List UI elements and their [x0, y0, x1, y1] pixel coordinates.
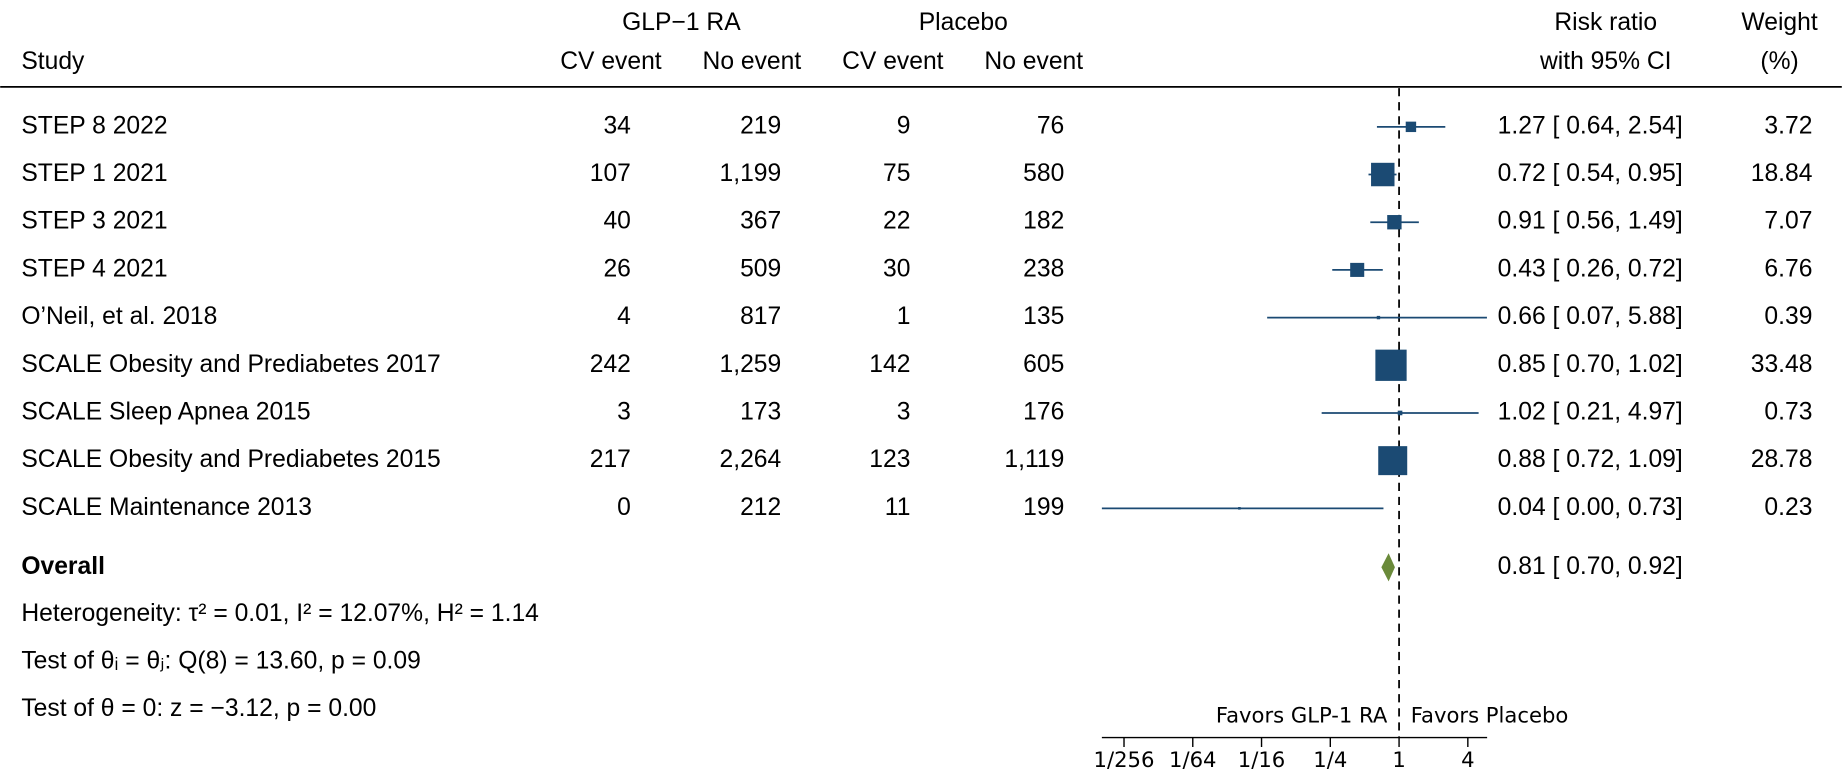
count-cell: 199: [1023, 494, 1064, 521]
column-header: (%): [1760, 48, 1798, 75]
effect-label: 0.66 [ 0.07, 5.88]: [1498, 303, 1683, 330]
effect-marker: [1405, 121, 1417, 133]
count-cell: 1: [897, 303, 911, 330]
effect-marker: [1375, 349, 1407, 381]
x-tick-label: 4: [1461, 747, 1474, 772]
group-header: GLP−1 RA: [622, 9, 741, 36]
favors-label: Favors Placebo: [1411, 702, 1569, 727]
count-cell: 30: [883, 255, 910, 282]
x-tick-label: 1/256: [1094, 747, 1155, 772]
column-header: CV event: [842, 48, 944, 75]
weight-label: 0.23: [1764, 494, 1812, 521]
note: Test of θᵢ = θⱼ: Q(8) = 13.60, p = 0.09: [21, 647, 421, 674]
effect-marker: [1387, 215, 1402, 230]
effect-label: 1.27 [ 0.64, 2.54]: [1498, 112, 1683, 139]
note: Test of θ = 0: z = −3.12, p = 0.00: [21, 695, 376, 722]
effect-label: 0.85 [ 0.70, 1.02]: [1498, 351, 1683, 378]
favors-label: Favors GLP-1 RA: [1216, 702, 1388, 727]
overall-effect-label: 0.81 [ 0.70, 0.92]: [1498, 553, 1683, 580]
study-name: STEP 8 2022: [21, 112, 167, 139]
count-cell: 242: [590, 351, 631, 378]
study-name: SCALE Maintenance 2013: [21, 494, 312, 521]
count-cell: 238: [1023, 255, 1064, 282]
count-cell: 9: [897, 112, 911, 139]
column-header: Risk ratio: [1554, 9, 1657, 36]
count-cell: 76: [1037, 112, 1064, 139]
effect-label: 0.88 [ 0.72, 1.09]: [1498, 446, 1683, 473]
column-header: with 95% CI: [1539, 48, 1672, 75]
weight-label: 0.73: [1764, 398, 1812, 425]
count-cell: 2,264: [720, 446, 782, 473]
count-cell: 212: [740, 494, 781, 521]
count-cell: 0: [617, 494, 631, 521]
effect-marker: [1397, 410, 1403, 416]
count-cell: 219: [740, 112, 781, 139]
note: Heterogeneity: τ² = 0.01, I² = 12.07%, H…: [21, 600, 539, 627]
weight-label: 7.07: [1764, 208, 1812, 235]
count-cell: 22: [883, 208, 910, 235]
x-tick-label: 1/4: [1313, 747, 1347, 772]
count-cell: 176: [1023, 398, 1064, 425]
count-cell: 26: [603, 255, 630, 282]
count-cell: 34: [603, 112, 630, 139]
x-tick-label: 1/16: [1238, 747, 1285, 772]
column-header: Study: [21, 48, 85, 75]
column-header: No event: [984, 48, 1083, 75]
weight-label: 33.48: [1751, 351, 1813, 378]
count-cell: 11: [885, 494, 911, 521]
count-cell: 142: [869, 351, 910, 378]
study-name: SCALE Sleep Apnea 2015: [21, 398, 310, 425]
overall-diamond: [1381, 553, 1395, 582]
effect-marker: [1350, 262, 1365, 277]
effect-label: 0.43 [ 0.26, 0.72]: [1498, 255, 1683, 282]
group-header: Placebo: [919, 9, 1008, 36]
study-name: STEP 3 2021: [21, 208, 167, 235]
count-cell: 135: [1023, 303, 1064, 330]
effect-marker: [1238, 507, 1241, 510]
weight-label: 0.39: [1764, 303, 1812, 330]
count-cell: 107: [590, 160, 631, 187]
study-name: O’Neil, et al. 2018: [21, 303, 217, 330]
column-header: CV event: [560, 48, 662, 75]
study-name: STEP 4 2021: [21, 255, 167, 282]
count-cell: 217: [590, 446, 631, 473]
count-cell: 580: [1023, 160, 1064, 187]
count-cell: 367: [740, 208, 781, 235]
count-cell: 40: [603, 208, 630, 235]
count-cell: 1,199: [720, 160, 782, 187]
effect-marker: [1371, 162, 1395, 187]
count-cell: 75: [883, 160, 910, 187]
count-cell: 173: [740, 398, 781, 425]
column-header: No event: [703, 48, 802, 75]
count-cell: 1,119: [1004, 446, 1064, 473]
count-cell: 3: [617, 398, 631, 425]
count-cell: 4: [617, 303, 631, 330]
study-name: SCALE Obesity and Prediabetes 2015: [21, 446, 440, 473]
count-cell: 123: [869, 446, 910, 473]
count-cell: 3: [897, 398, 911, 425]
overall-label: Overall: [21, 553, 105, 580]
weight-label: 3.72: [1764, 112, 1812, 139]
weight-label: 28.78: [1751, 446, 1813, 473]
weight-label: 6.76: [1764, 255, 1812, 282]
x-tick-label: 1: [1392, 747, 1405, 772]
count-cell: 509: [740, 255, 781, 282]
count-cell: 605: [1023, 351, 1064, 378]
effect-label: 1.02 [ 0.21, 4.97]: [1498, 398, 1683, 425]
count-cell: 182: [1023, 208, 1064, 235]
effect-marker: [1376, 315, 1381, 320]
effect-label: 0.91 [ 0.56, 1.49]: [1498, 208, 1683, 235]
count-cell: 817: [740, 303, 781, 330]
column-header: Weight: [1741, 9, 1817, 36]
count-cell: 1,259: [720, 351, 782, 378]
study-name: SCALE Obesity and Prediabetes 2017: [21, 351, 440, 378]
effect-label: 0.04 [ 0.00, 0.73]: [1498, 494, 1683, 521]
x-tick-label: 1/64: [1169, 747, 1216, 772]
weight-label: 18.84: [1751, 160, 1813, 187]
effect-marker: [1378, 446, 1408, 476]
effect-label: 0.72 [ 0.54, 0.95]: [1498, 160, 1683, 187]
study-name: STEP 1 2021: [21, 160, 167, 187]
